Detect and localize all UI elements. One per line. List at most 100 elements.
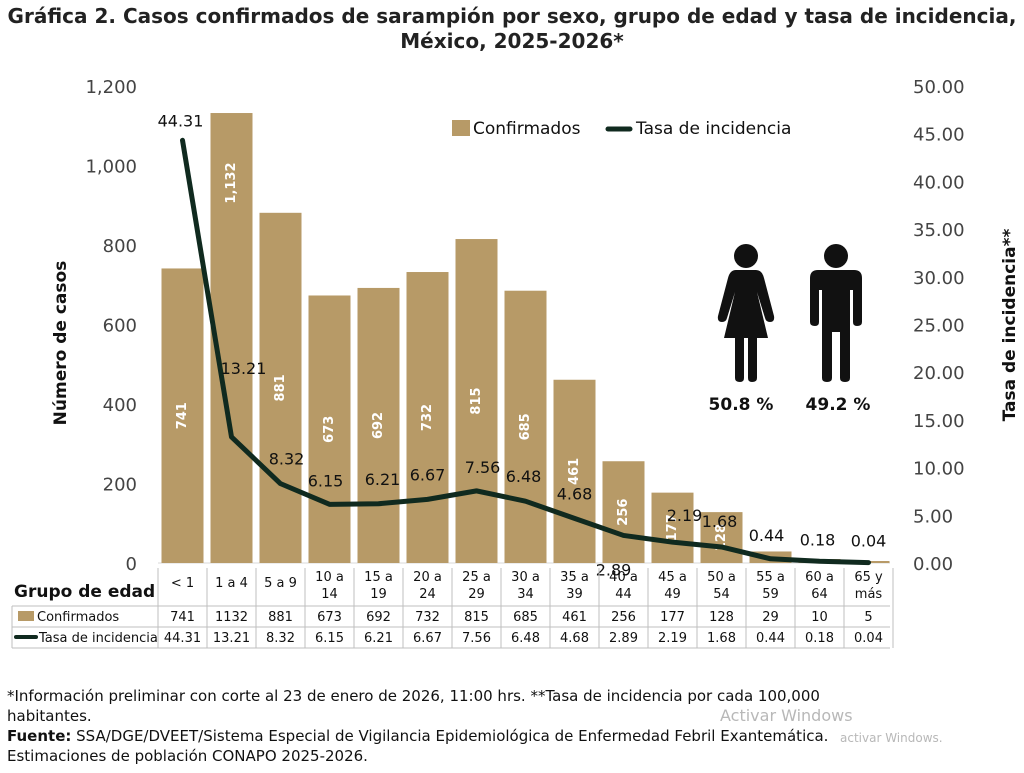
incidence-value-label: 0.04 <box>851 532 887 551</box>
table-tasa-value: 13.21 <box>213 631 250 646</box>
legend: Confirmados Tasa de incidencia <box>452 119 791 139</box>
category-label: 25 a 29 <box>462 570 491 602</box>
table-tasa-value: 6.67 <box>413 631 442 646</box>
right-tick-label: 0.00 <box>913 554 953 575</box>
incidence-point <box>475 489 478 493</box>
right-tick-label: 20.00 <box>913 363 965 384</box>
incidence-point <box>867 561 870 565</box>
table-confirmados-value: 741 <box>170 610 195 625</box>
incidence-value-label: 2.19 <box>667 506 703 525</box>
bar <box>553 379 596 563</box>
windows-watermark: Activar Windows <box>720 706 853 725</box>
bar <box>406 272 449 563</box>
right-tick-label: 50.00 <box>913 77 965 98</box>
men-percent: 49.2 % <box>806 395 871 415</box>
bar-value-label: 881 <box>273 374 288 401</box>
table-header: Grupo de edad <box>14 582 155 602</box>
table-confirmados-value: 815 <box>464 610 489 625</box>
category-label: 1 a 4 <box>215 576 248 591</box>
chart-title: Gráfica 2. Casos confirmados de sarampió… <box>0 4 1024 54</box>
incidence-point <box>622 533 625 537</box>
incidence-value-label: 0.18 <box>800 530 836 549</box>
incidence-value-label: 0.44 <box>749 526 785 545</box>
table-tasa-value: 4.68 <box>560 631 589 646</box>
incidence-value-label: 6.15 <box>308 471 344 490</box>
bar <box>455 239 498 563</box>
incidence-point <box>573 516 576 520</box>
left-axis-label: Número de casos <box>51 261 71 426</box>
table-row-label-confirmados: Confirmados <box>37 610 119 625</box>
right-tick-label: 15.00 <box>913 411 965 432</box>
table-tasa-value: 44.31 <box>164 631 201 646</box>
table-cells: < 1 741 44.31 1 a 4 1132 13.21 5 a 9 881 8.32 10 … <box>164 570 883 646</box>
incidence-value-label: 6.48 <box>506 467 542 486</box>
left-axis-ticks: 0 200 400 600 800 1,000 1,200 <box>85 77 137 575</box>
table-tasa-value: 6.21 <box>364 631 393 646</box>
right-axis-label: Tasa de incidencia** <box>1000 228 1020 421</box>
man-icon <box>810 244 862 382</box>
sex-distribution: 50.8 % 49.2 % <box>709 244 871 415</box>
category-label: 20 a 24 <box>413 570 442 602</box>
source-line: Fuente: SSA/DGE/DVEET/Sistema Especial d… <box>7 726 907 746</box>
incidence-point <box>524 499 527 503</box>
table-confirmados-value: 692 <box>366 610 391 625</box>
bar-value-label: 815 <box>469 387 484 414</box>
right-tick-label: 30.00 <box>913 268 965 289</box>
category-label: 55 a 59 <box>756 570 785 602</box>
bar <box>700 512 743 563</box>
windows-watermark-small: activar Windows. <box>840 731 943 745</box>
category-label: 10 a 14 <box>315 570 344 602</box>
right-axis-ticks: 0.00 5.00 10.00 15.00 20.00 25.00 30.00 35.00 40… <box>913 77 965 575</box>
incidence-value-label: 44.31 <box>158 111 204 130</box>
incidence-value-label: 2.89 <box>596 560 632 579</box>
incidence-point <box>230 435 233 439</box>
bar-value-label: 177 <box>665 514 680 541</box>
bar-value-label: 673 <box>322 416 337 443</box>
incidence-point <box>426 497 429 501</box>
legend-bar-label: Confirmados <box>473 119 581 139</box>
source-text: SSA/DGE/DVEET/Sistema Especial de Vigila… <box>71 727 829 745</box>
table-confirmados-value: 1132 <box>215 610 248 625</box>
table-confirmados-value: 685 <box>513 610 538 625</box>
women-percent: 50.8 % <box>709 395 774 415</box>
left-tick-label: 0 <box>126 554 137 575</box>
table-confirmados-value: 177 <box>660 610 685 625</box>
chart-svg: 0 200 400 600 800 1,000 1,200 0.00 5.00 10.00 15.… <box>11 77 1020 649</box>
footnote-1: *Información preliminar con corte al 23 … <box>7 687 820 705</box>
table-tasa-value: 2.89 <box>609 631 638 646</box>
bar <box>308 295 351 563</box>
table-confirmados-value: 29 <box>762 610 779 625</box>
incidence-value-label: 4.68 <box>557 484 593 503</box>
bar-value-label: 732 <box>420 404 435 431</box>
table-confirmados-value: 5 <box>864 610 872 625</box>
category-label: 5 a 9 <box>264 576 297 591</box>
table-tasa-value: 0.18 <box>805 631 834 646</box>
bar-value-label: 685 <box>518 413 533 440</box>
right-tick-label: 35.00 <box>913 220 965 241</box>
table-confirmados-value: 10 <box>811 610 828 625</box>
right-tick-label: 10.00 <box>913 459 965 480</box>
incidence-point <box>818 559 821 563</box>
left-tick-label: 1,000 <box>85 157 137 178</box>
bar <box>259 212 302 564</box>
incidence-point <box>671 540 674 544</box>
category-label: 50 a 54 <box>707 570 736 602</box>
table-confirmados-value: 256 <box>611 610 636 625</box>
right-tick-label: 40.00 <box>913 172 965 193</box>
left-tick-label: 200 <box>103 475 137 496</box>
table-row-label-tasa: Tasa de incidencia <box>38 631 158 646</box>
bar <box>357 287 400 563</box>
data-table: Grupo de edad Confirmados Tasa de incide… <box>11 568 894 649</box>
table-confirmados-value: 732 <box>415 610 440 625</box>
category-label: 35 a 39 <box>560 570 589 602</box>
bar <box>504 290 547 563</box>
table-confirmados-value: 128 <box>709 610 734 625</box>
bar-value-label: 1,132 <box>224 162 239 203</box>
incidence-point <box>279 482 282 486</box>
incidence-value-label: 7.56 <box>465 458 501 477</box>
right-tick-label: 5.00 <box>913 506 953 527</box>
incidence-point <box>720 545 723 549</box>
source-label: Fuente: <box>7 727 72 745</box>
table-bar-key <box>18 611 34 621</box>
